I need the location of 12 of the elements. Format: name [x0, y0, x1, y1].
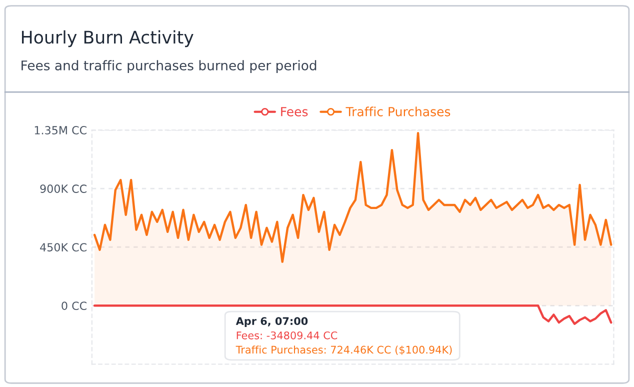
- legend-label: Fees: [281, 107, 308, 116]
- annotation: Apr 6, 07:00: [236, 317, 308, 328]
- y-tick-label: 450K CC: [40, 243, 86, 252]
- line-series: [93, 304, 612, 325]
- chart-title: Hourly Burn Activity: [22, 30, 194, 48]
- y-tick-label: 0 CC: [62, 302, 86, 310]
- y-tick-label: 1.35M CC: [34, 126, 86, 134]
- annotation: Traffic Purchases: 724.46K CC ($100.94K): [236, 346, 452, 356]
- annotation: Fees: -34809.44 CC: [236, 331, 338, 340]
- chart-subtitle: Fees and traffic purchases burned per period: [22, 60, 316, 73]
- legend-label: Traffic Purchases: [346, 106, 450, 116]
- y-tick-label: 900K CC: [40, 184, 86, 193]
